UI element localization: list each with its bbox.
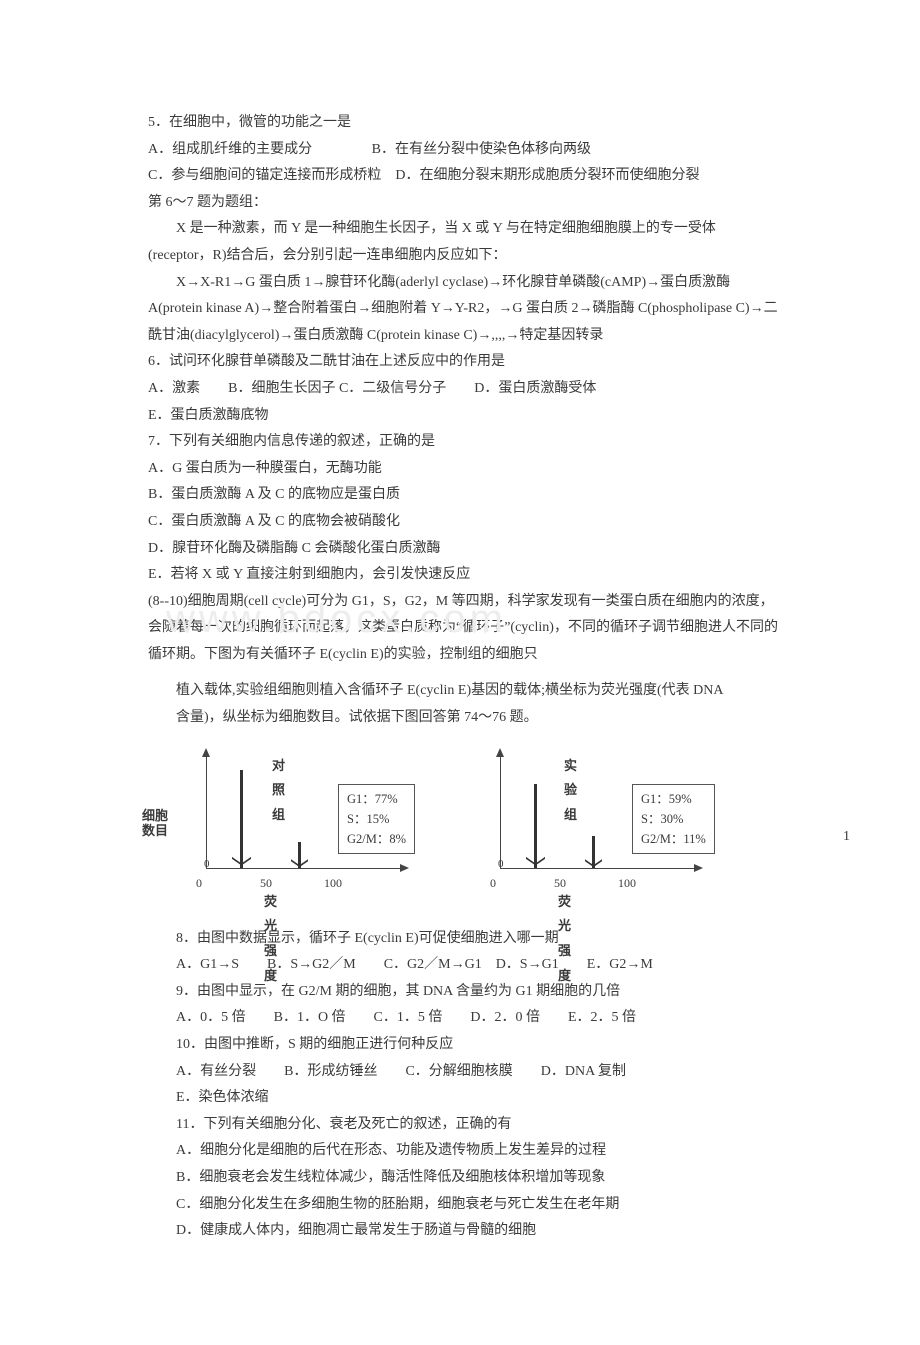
q10-E: E．染色体浓缩 <box>176 1085 780 1112</box>
tick-0: 0 <box>196 872 202 895</box>
q5-C: C．参与细胞间的锚定连接而形成桥粒 <box>148 168 381 183</box>
q6-E: E．蛋白质激酶底物 <box>148 403 780 430</box>
stats-left: G1：77% S：15% G2/M：8% <box>338 784 415 854</box>
axis-y <box>500 756 501 868</box>
arrow-right-icon <box>694 864 703 872</box>
q11-A: A．细胞分化是细胞的后代在形态、功能及遗传物质上发生差异的过程 <box>176 1138 780 1165</box>
q5-row1: A．组成肌纤维的主要成分 B．在有丝分裂中使染色体移向两级 <box>148 137 780 164</box>
ylabel: 细胞 数目 <box>142 808 168 839</box>
group67-header: 第 6～7 题为题组： <box>148 190 780 217</box>
q6-stem: 6．试问环化腺苷单磷酸及二酰甘油在上述反应中的作用是 <box>148 349 780 376</box>
peak-foot <box>242 857 251 873</box>
chart-title-left: 对照组 <box>272 754 285 828</box>
stat-g2m: G2/M：11% <box>641 829 706 849</box>
stat-g1: G1：59% <box>641 789 706 809</box>
q7-stem: 7．下列有关细胞内信息传递的叙述，正确的是 <box>148 429 780 456</box>
axis-y <box>206 756 207 868</box>
q7-C: C．蛋白质激酶 A 及 C 的底物会被硝酸化 <box>148 509 780 536</box>
q5-stem: 5．在细胞中，微管的功能之一是 <box>148 110 780 137</box>
tick-0b: 0 <box>204 854 210 875</box>
passage810b-l2: 含量)，纵坐标为细胞数目。试依据下图回答第 74～76 题。 <box>176 705 780 732</box>
xlabel-left: 荧光强度 <box>264 890 277 989</box>
stat-s: S：30% <box>641 809 706 829</box>
q7-E: E．若将 X 或 Y 直接注射到细胞内，会引发快速反应 <box>148 562 780 589</box>
q11-B: B．细胞衰老会发生线粒体减少，酶活性降低及细胞核体积增加等现象 <box>176 1165 780 1192</box>
q6-opts: A．激素 B．细胞生长因子 C．二级信号分子 D．蛋白质激酶受体 <box>148 376 780 403</box>
side-number: 1 <box>843 824 850 851</box>
stat-g1: G1：77% <box>347 789 406 809</box>
peak-foot <box>536 857 545 873</box>
q11-C: C．细胞分化发生在多细胞生物的胚胎期，细胞衰老与死亡发生在老年期 <box>176 1192 780 1219</box>
passage810: (8--10)细胞周期(cell cycle)可分为 G1，S，G2，M 等四期… <box>148 589 780 669</box>
figure: 细胞 数目 对照组 G1：77% S：15% G2/M：8% <box>148 750 780 918</box>
peak-g1 <box>534 784 537 868</box>
q5-row2: C．参与细胞间的锚定连接而形成桥粒 D．在细胞分裂末期形成胞质分裂环而使细胞分裂 <box>148 163 780 190</box>
peak-g1 <box>240 770 243 868</box>
q9-opts: A．0．5 倍 B．1．O 倍 C．1．5 倍 D．2．0 倍 E．2．5 倍 <box>176 1005 780 1032</box>
peak-foot <box>300 859 308 873</box>
q11-D: D．健康成人体内，细胞凋亡最常发生于肠道与骨髓的细胞 <box>176 1218 780 1245</box>
passage810b-l1: 植入载体,实验组细胞则植入含循环子 E(cyclin E)基因的载体;横坐标为荧… <box>176 678 780 705</box>
q11-stem: 11．下列有关细胞分化、衰老及死亡的叙述，正确的有 <box>176 1112 780 1139</box>
peak-foot <box>594 859 602 873</box>
xlabel-right: 荧光强度 <box>558 890 571 989</box>
arrow-right-icon <box>400 864 409 872</box>
passage67-p1: X 是一种激素，而 Y 是一种细胞生长因子，当 X 或 Y 与在特定细胞细胞膜上… <box>148 216 780 269</box>
ylabel1: 细胞 <box>142 808 168 823</box>
q7-B: B．蛋白质激酶 A 及 C 的底物应是蛋白质 <box>148 482 780 509</box>
q7-D: D．腺苷环化酶及磷脂酶 C 会磷酸化蛋白质激酶 <box>148 536 780 563</box>
ylabel2: 数目 <box>142 823 168 838</box>
q10-opts: A．有丝分裂 B．形成纺锤丝 C．分解细胞核膜 D．DNA 复制 <box>176 1059 780 1086</box>
q5-D: D．在细胞分裂末期形成胞质分裂环而使细胞分裂 <box>395 168 699 183</box>
tick-0b: 0 <box>498 854 504 875</box>
tick-100: 100 <box>618 872 636 895</box>
tick-0: 0 <box>490 872 496 895</box>
stats-right: G1：59% S：30% G2/M：11% <box>632 784 715 854</box>
passage67-p2: X→X-R1→G 蛋白质 1→腺苷环化酶(aderlyl cyclase)→环化… <box>148 270 780 350</box>
q7-A: A．G 蛋白质为一种膜蛋白，无酶功能 <box>148 456 780 483</box>
q5-B: B．在有丝分裂中使染色体移向两级 <box>372 142 591 157</box>
q5-A: A．组成肌纤维的主要成分 <box>148 142 312 157</box>
stat-g2m: G2/M：8% <box>347 829 406 849</box>
q10-stem: 10．由图中推断，S 期的细胞正进行何种反应 <box>176 1032 780 1059</box>
chart-title-right: 实验组 <box>564 754 577 828</box>
tick-100: 100 <box>324 872 342 895</box>
stat-s: S：15% <box>347 809 406 829</box>
